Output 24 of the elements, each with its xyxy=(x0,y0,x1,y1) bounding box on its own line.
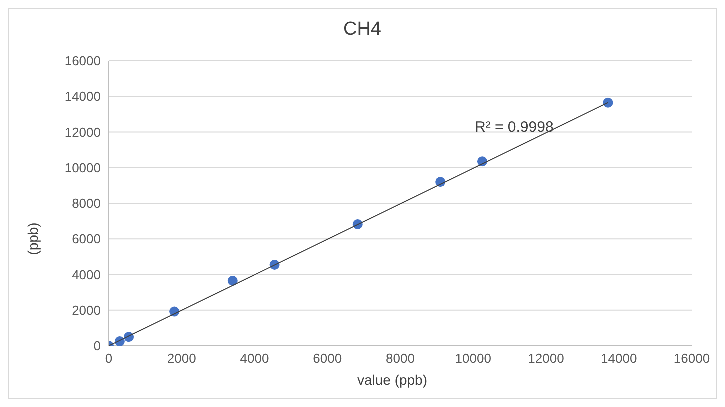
x-tick-label: 6000 xyxy=(313,351,342,366)
x-axis-title: value (ppb) xyxy=(356,372,429,388)
y-axis-title: (ppb) xyxy=(25,222,41,256)
point xyxy=(603,98,614,108)
x-tick-label: 4000 xyxy=(240,351,270,366)
chart-title: CH4 xyxy=(342,19,382,41)
y-tick-label: 10000 xyxy=(64,160,101,176)
y-tick-label: 0 xyxy=(94,338,101,354)
y-tick-label: 14000 xyxy=(64,89,101,104)
x-tick-label: 16000 xyxy=(674,351,710,366)
y-tick-label: 4000 xyxy=(72,267,101,282)
x-tick-label: 0 xyxy=(105,351,113,366)
y-tick-label: 6000 xyxy=(72,232,101,247)
x-tick-label: 14000 xyxy=(601,351,638,366)
x-tick-label: 12000 xyxy=(528,351,564,366)
y-tick-label: 12000 xyxy=(64,124,101,140)
y-tick-label: 16000 xyxy=(64,54,101,69)
y-tick-label: 8000 xyxy=(72,196,101,212)
y-tick-label: 2000 xyxy=(72,302,101,318)
annotation: R² = 0.9998 xyxy=(475,119,554,136)
x-tick-label: 8000 xyxy=(386,351,415,366)
x-tick-label: 10000 xyxy=(455,351,492,366)
point xyxy=(228,276,238,286)
x-tick-label: 2000 xyxy=(167,351,196,366)
